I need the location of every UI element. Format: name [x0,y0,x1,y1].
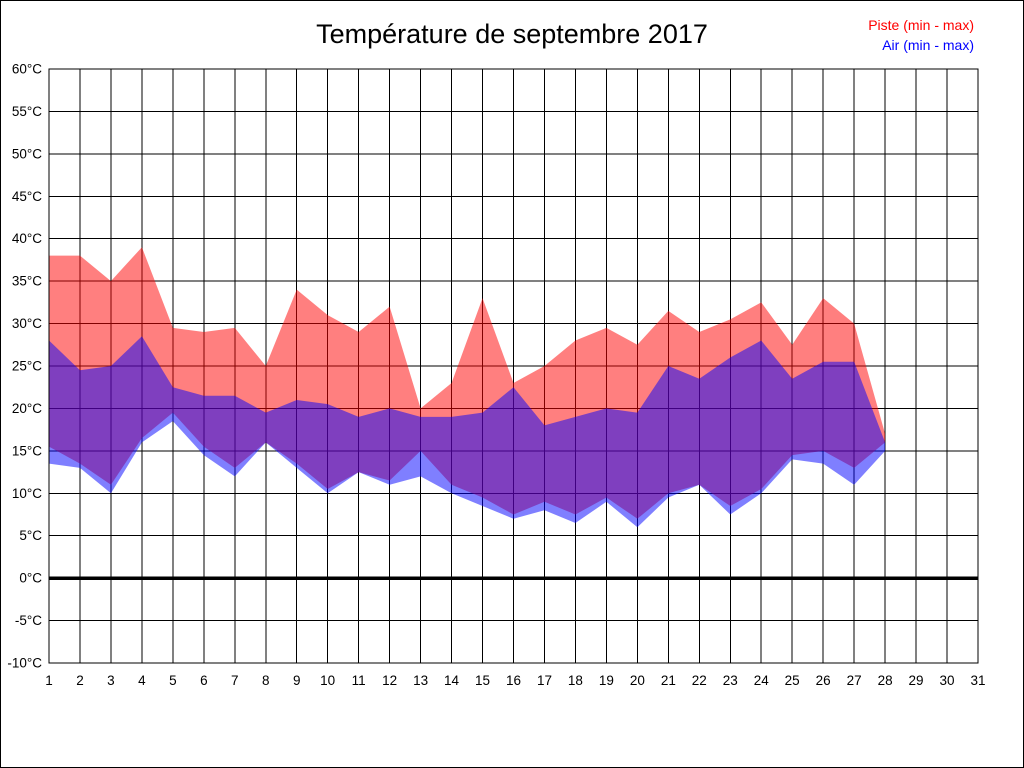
x-tick-label: 2 [76,673,84,688]
y-tick-label: 45°C [12,189,42,204]
x-tick-label: 22 [692,673,707,688]
x-tick-label: 23 [723,673,738,688]
x-tick-label: 4 [138,673,146,688]
y-tick-label: 5°C [19,528,42,543]
x-tick-label: 7 [231,673,239,688]
x-tick-label: 11 [352,673,366,688]
x-tick-label: 9 [293,673,301,688]
chart-title: Température de septembre 2017 [316,19,708,49]
x-tick-label: 19 [599,673,614,688]
x-tick-label: 18 [568,673,583,688]
y-tick-label: 15°C [12,443,42,458]
x-tick-label: 5 [169,673,177,688]
x-tick-label: 1 [45,673,53,688]
x-tick-label: 10 [320,673,335,688]
y-tick-label: -10°C [7,656,42,671]
x-tick-label: 16 [506,673,521,688]
y-tick-label: 30°C [12,316,42,331]
air-band [49,336,886,528]
x-tick-label: 26 [816,673,831,688]
x-tick-label: 12 [382,673,397,688]
legend: Piste (min - max) Air (min - max) [868,15,974,55]
x-tick-label: 30 [940,673,955,688]
legend-item-air: Air (min - max) [882,37,974,53]
y-tick-label: 0°C [19,571,42,586]
x-tick-label: 15 [475,673,490,688]
x-tick-label: 27 [847,673,862,688]
plot-border [48,68,979,664]
x-tick-label: 20 [630,673,645,688]
y-tick-label: 25°C [12,359,42,374]
y-tick-label: 50°C [12,146,42,161]
x-tick-label: 13 [413,673,428,688]
y-tick-label: 55°C [12,104,42,119]
x-tick-label: 31 [970,673,985,688]
x-tick-label: 17 [537,673,552,688]
x-tick-label: 3 [107,673,115,688]
y-tick-label: 40°C [12,231,42,246]
x-tick-label: 28 [878,673,893,688]
y-tick-label: 10°C [12,486,42,501]
y-tick-label: -5°C [15,613,42,628]
x-tick-label: 8 [262,673,270,688]
x-tick-label: 21 [661,673,676,688]
y-tick-label: 60°C [12,62,42,77]
legend-item-piste: Piste (min - max) [868,17,974,33]
y-tick-label: 20°C [12,401,42,416]
y-tick-label: 35°C [12,274,42,289]
x-tick-label: 14 [444,673,460,688]
x-tick-label: 24 [754,673,770,688]
x-tick-label: 25 [785,673,800,688]
x-tick-label: 6 [200,673,208,688]
x-tick-label: 29 [909,673,924,688]
